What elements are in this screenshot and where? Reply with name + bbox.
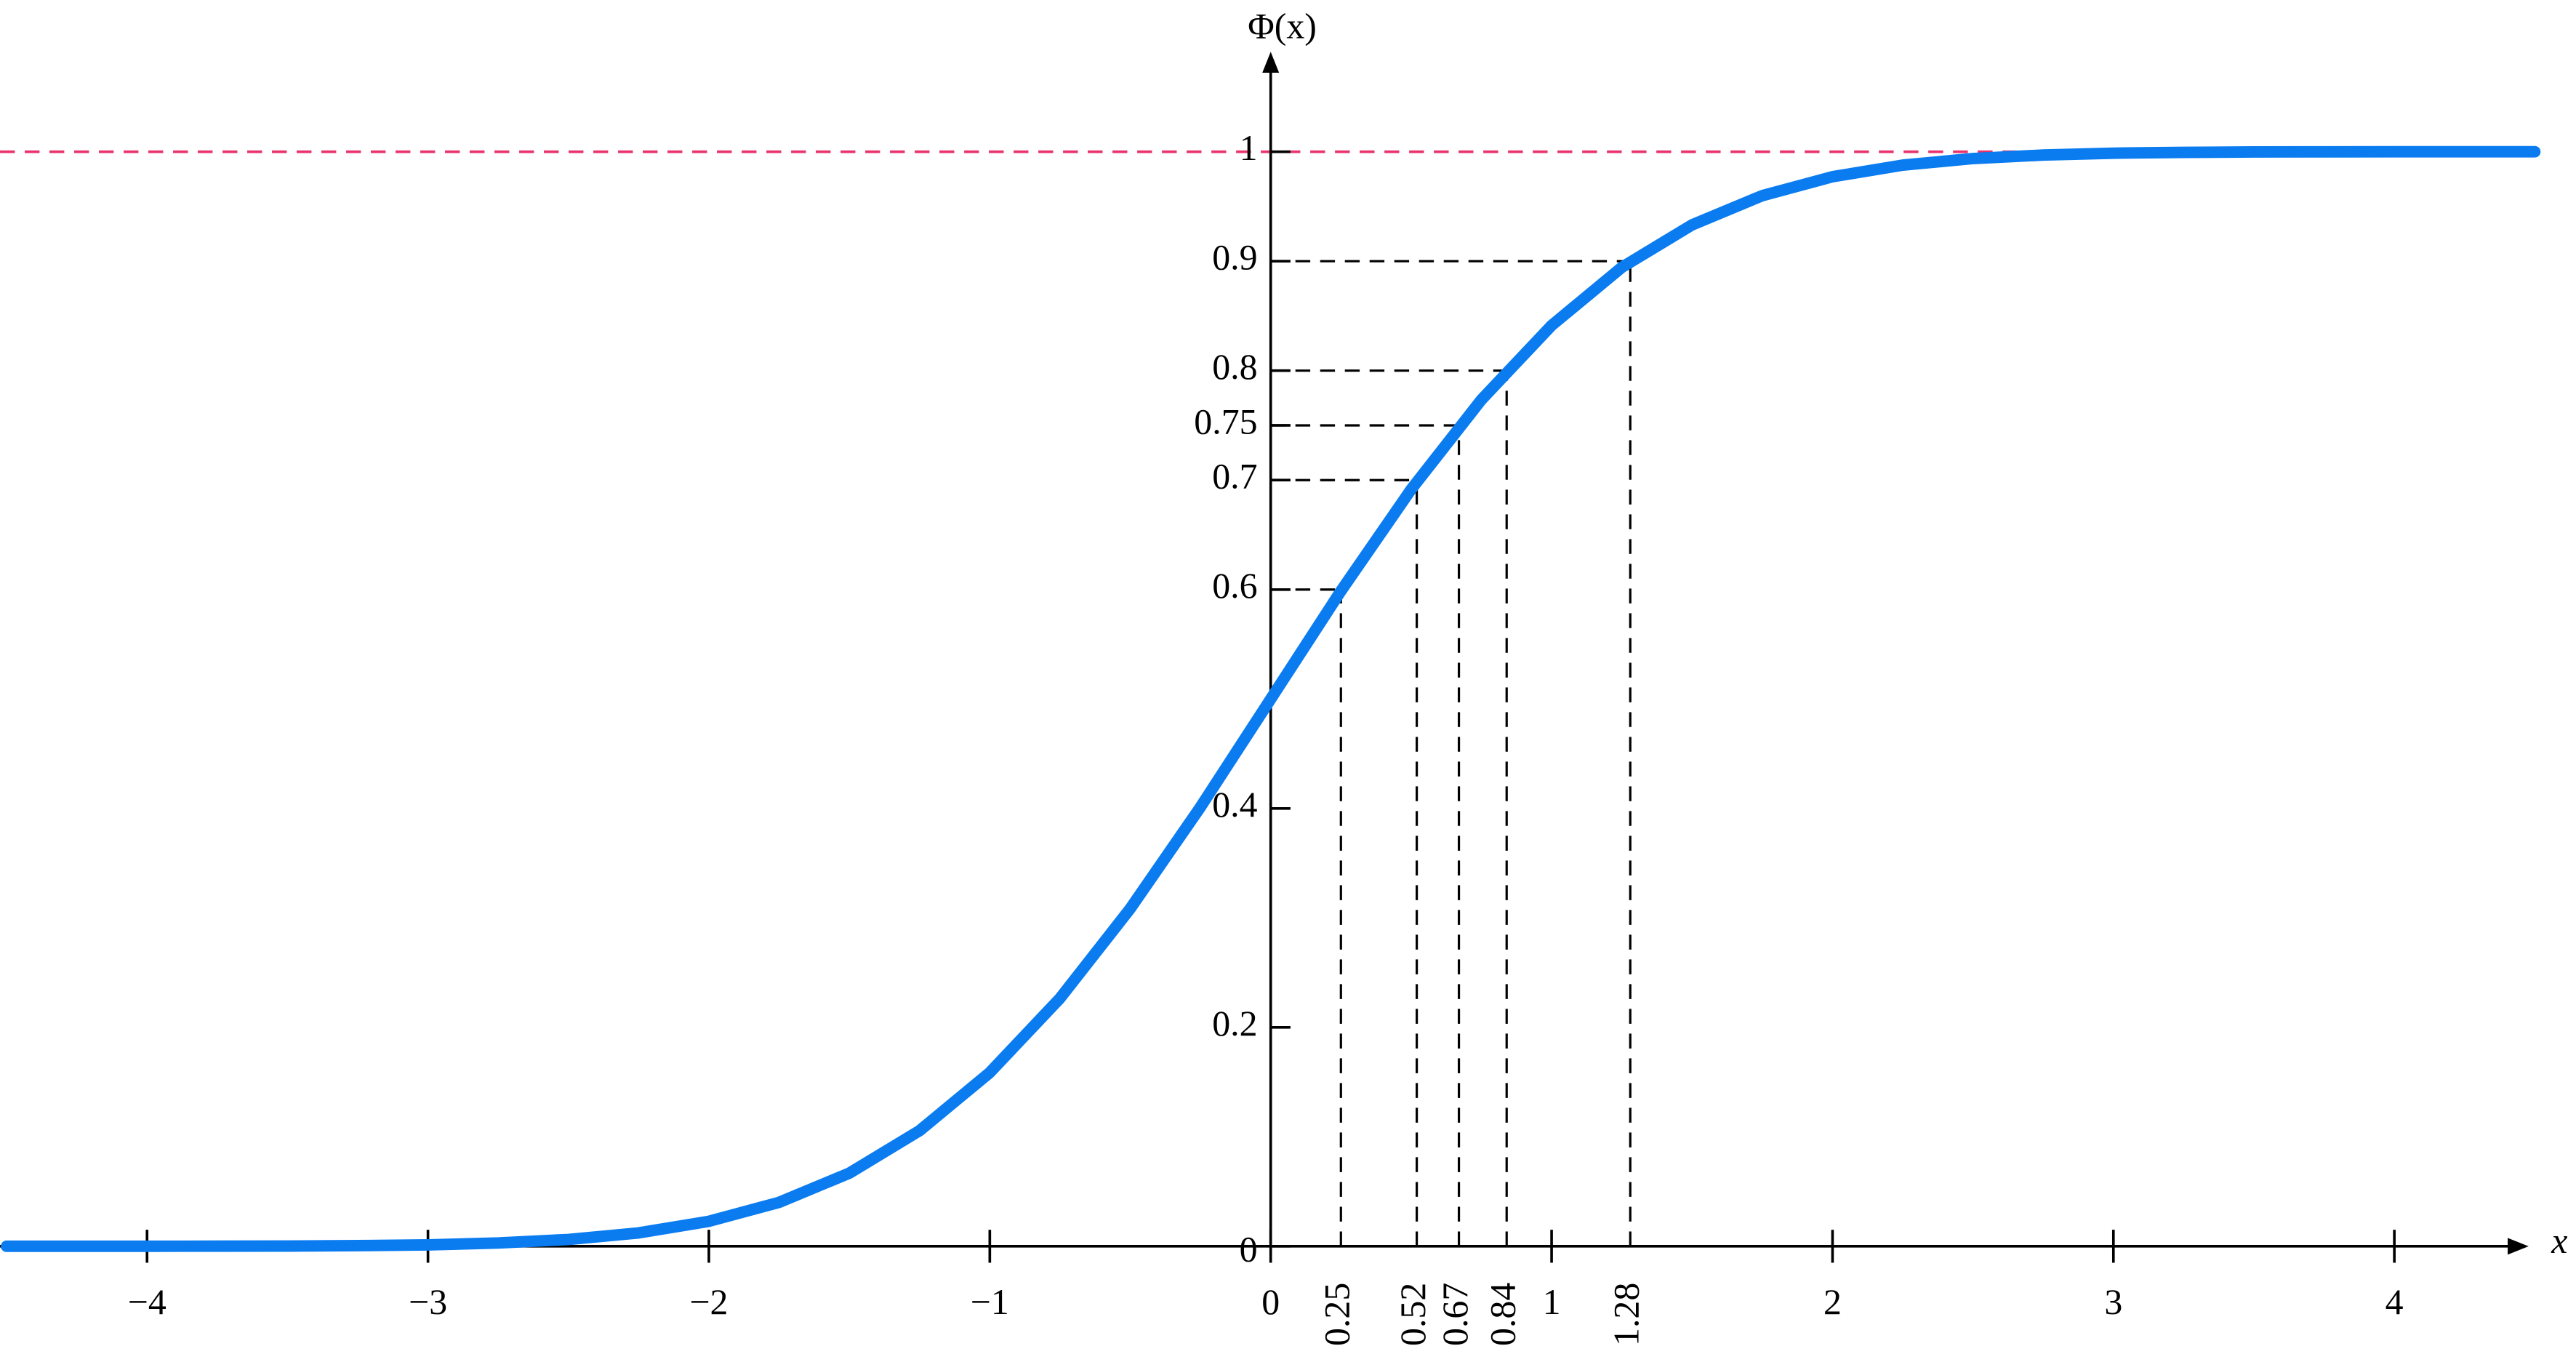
x-tick-label: 4 (2386, 1282, 2404, 1322)
y-tick-label: 0.7 (1212, 457, 1257, 497)
quantile-label: 1.28 (1607, 1283, 1647, 1346)
x-tick-label: 1 (1543, 1282, 1561, 1322)
quantile-label: 0.67 (1435, 1283, 1475, 1346)
x-tick-label: −2 (689, 1282, 728, 1322)
y-tick-label: 0.9 (1212, 238, 1257, 278)
x-axis-label: x (2551, 1221, 2567, 1261)
x-tick-label: −4 (128, 1282, 166, 1322)
x-tick-label: 3 (2104, 1282, 2122, 1322)
y-axis-label: Φ(x) (1248, 6, 1317, 46)
y-tick-label: 0.6 (1212, 566, 1257, 606)
y-tick-label: 0.8 (1212, 347, 1257, 387)
y-tick-label: 0.4 (1212, 785, 1257, 825)
y-tick-label: 0 (1240, 1229, 1258, 1269)
x-tick-label: −1 (971, 1282, 1009, 1322)
quantile-label: 0.25 (1317, 1283, 1357, 1346)
y-tick-label: 0.2 (1212, 1004, 1257, 1043)
y-tick-label: 1 (1240, 128, 1258, 168)
quantile-label: 0.84 (1483, 1283, 1523, 1346)
data-line (1, 145, 2541, 1252)
x-tick-label: 2 (1823, 1282, 1842, 1322)
x-tick-label: −3 (409, 1282, 447, 1322)
y-tick-label: 0.75 (1194, 401, 1257, 441)
x-tick-label: 0 (1261, 1282, 1280, 1322)
quantile-label: 0.52 (1393, 1283, 1433, 1346)
